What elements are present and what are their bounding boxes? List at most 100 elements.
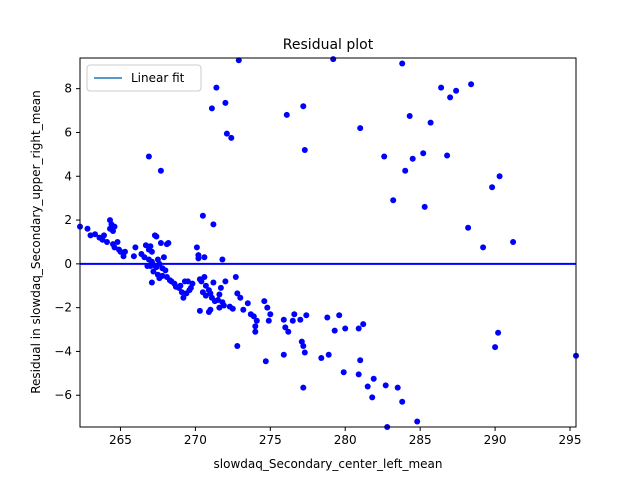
data-point (318, 355, 325, 361)
data-point (336, 312, 343, 319)
data-point (184, 278, 191, 285)
data-point (382, 382, 389, 389)
y-tick-label: 4 (64, 169, 72, 183)
data-point (198, 278, 205, 285)
data-point (427, 119, 434, 126)
x-tick-label: 265 (109, 433, 132, 447)
data-point (202, 282, 209, 289)
data-point (219, 256, 226, 263)
data-point (399, 60, 406, 67)
x-tick-label: 285 (409, 433, 432, 447)
points-layer (77, 56, 579, 430)
data-point (235, 57, 242, 64)
data-point (399, 398, 406, 405)
x-ticks: 265 270 275 280 285 290 295 (109, 427, 581, 447)
data-point (301, 147, 308, 153)
data-point (111, 223, 118, 230)
data-point (220, 302, 227, 309)
data-point (264, 304, 271, 311)
data-point (148, 279, 155, 286)
data-point (285, 328, 292, 335)
data-point (178, 289, 185, 296)
data-point (324, 314, 331, 321)
data-point (300, 343, 307, 349)
chart-title: Residual plot (283, 37, 374, 53)
data-point (267, 311, 274, 318)
data-point (157, 240, 164, 246)
legend-box (86, 64, 202, 92)
data-point (145, 153, 152, 160)
data-point (114, 239, 121, 245)
data-point (101, 232, 107, 239)
data-point (159, 272, 166, 279)
data-point (193, 244, 200, 251)
x-tick-label: 275 (259, 433, 282, 447)
data-point (132, 244, 139, 251)
data-point (394, 384, 401, 391)
x-tick-label: 280 (334, 433, 357, 447)
data-point (289, 317, 296, 324)
data-point (180, 294, 187, 301)
data-point (201, 274, 208, 280)
data-point (265, 317, 272, 324)
data-point (444, 152, 451, 159)
data-point (208, 105, 215, 112)
y-tick-label: 2 (64, 213, 72, 227)
data-point (229, 305, 236, 312)
y-tick-label: 8 (64, 82, 72, 96)
data-point (300, 103, 307, 110)
y-tick-label: −6 (54, 388, 72, 402)
y-ticks: −6 −4 −2 0 2 4 6 8 (54, 82, 80, 402)
data-point (84, 225, 91, 232)
data-point (177, 282, 184, 289)
data-point (222, 99, 229, 106)
data-point (510, 239, 517, 245)
data-point (342, 325, 349, 332)
data-point (162, 267, 169, 274)
data-point (189, 280, 196, 287)
data-point (283, 111, 290, 118)
data-point (228, 134, 235, 141)
data-point (122, 248, 128, 255)
data-point (252, 328, 259, 335)
x-tick-label: 270 (184, 433, 207, 447)
data-point (202, 292, 209, 299)
data-point (465, 224, 472, 231)
data-point (234, 290, 241, 297)
data-point (282, 324, 289, 331)
data-point (390, 197, 397, 204)
legend-label: Linear fit (131, 71, 185, 85)
data-point (253, 317, 260, 324)
data-point (301, 349, 308, 356)
y-tick-label: 6 (64, 125, 72, 139)
data-point (232, 274, 239, 280)
y-tick-label: 0 (64, 257, 72, 271)
data-point (414, 418, 421, 425)
data-point (87, 232, 94, 239)
data-point (199, 212, 206, 219)
data-point (480, 244, 487, 251)
y-tick-label: −4 (54, 344, 72, 358)
y-axis-label: Residual in slowdaq_Secondary_upper_righ… (29, 90, 43, 394)
data-point (495, 329, 502, 336)
data-point (438, 84, 445, 91)
data-point (237, 294, 244, 301)
data-point (216, 304, 223, 311)
data-point (280, 351, 287, 358)
data-point (244, 300, 251, 307)
data-point (325, 351, 332, 358)
data-point (210, 279, 217, 286)
data-point (222, 278, 229, 285)
data-point (250, 313, 257, 320)
x-tick-label: 295 (559, 433, 582, 447)
data-point (160, 254, 167, 261)
data-point (297, 316, 304, 323)
data-point (217, 284, 224, 291)
data-point (355, 325, 362, 332)
data-point (370, 375, 377, 382)
data-point (340, 369, 347, 376)
data-point (157, 167, 164, 174)
data-point (357, 125, 364, 132)
data-point (130, 253, 137, 260)
data-point (210, 221, 217, 228)
